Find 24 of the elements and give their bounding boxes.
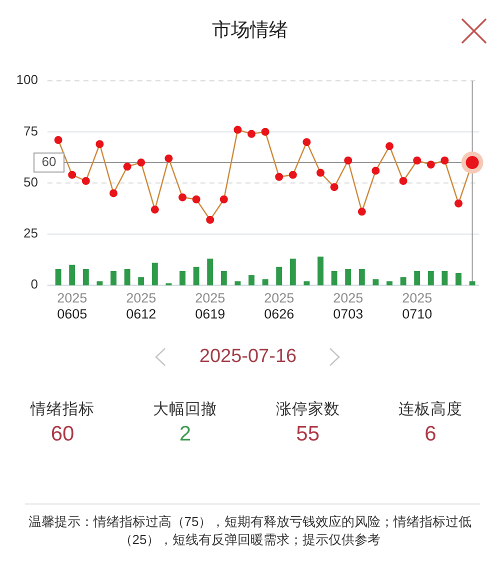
xtick-label: 2025 0710	[402, 290, 432, 322]
card-value: 60	[50, 422, 74, 446]
ytick-label: 75	[24, 123, 38, 138]
card-label: 连板高度	[398, 401, 462, 418]
ytick-label: 25	[24, 226, 38, 241]
card-label: 大幅回撤	[153, 401, 218, 418]
card-value: 6	[424, 422, 436, 446]
title: 2025-07-16	[199, 346, 297, 368]
ytick-label: 100	[16, 72, 38, 88]
ytick-label: 50	[24, 174, 38, 190]
xtick-label: 2025 0619	[195, 290, 226, 322]
xtick-label: 2025 0612	[126, 290, 156, 322]
annotation: 温馨提示：情绪指标过高（75），短期有释放亏钱效应的风险；情绪指标过低（25），短线有反弹回暖需求；提示仅供参考	[27, 513, 473, 549]
xtick-label: 2025 0605	[57, 290, 88, 322]
card-label: 情绪指标	[30, 401, 94, 418]
card-label: 涨停家数	[276, 401, 340, 418]
title: 市场情绪	[212, 20, 288, 42]
card-value: 2	[179, 422, 191, 446]
ytick-label: 0	[30, 276, 38, 292]
ref-line-label: 60	[42, 154, 56, 169]
xtick-label: 2025 0626	[264, 290, 294, 322]
card-value: 55	[296, 422, 320, 446]
xtick-label: 2025 0703	[333, 290, 364, 322]
ref-label: 60	[34, 152, 64, 173]
